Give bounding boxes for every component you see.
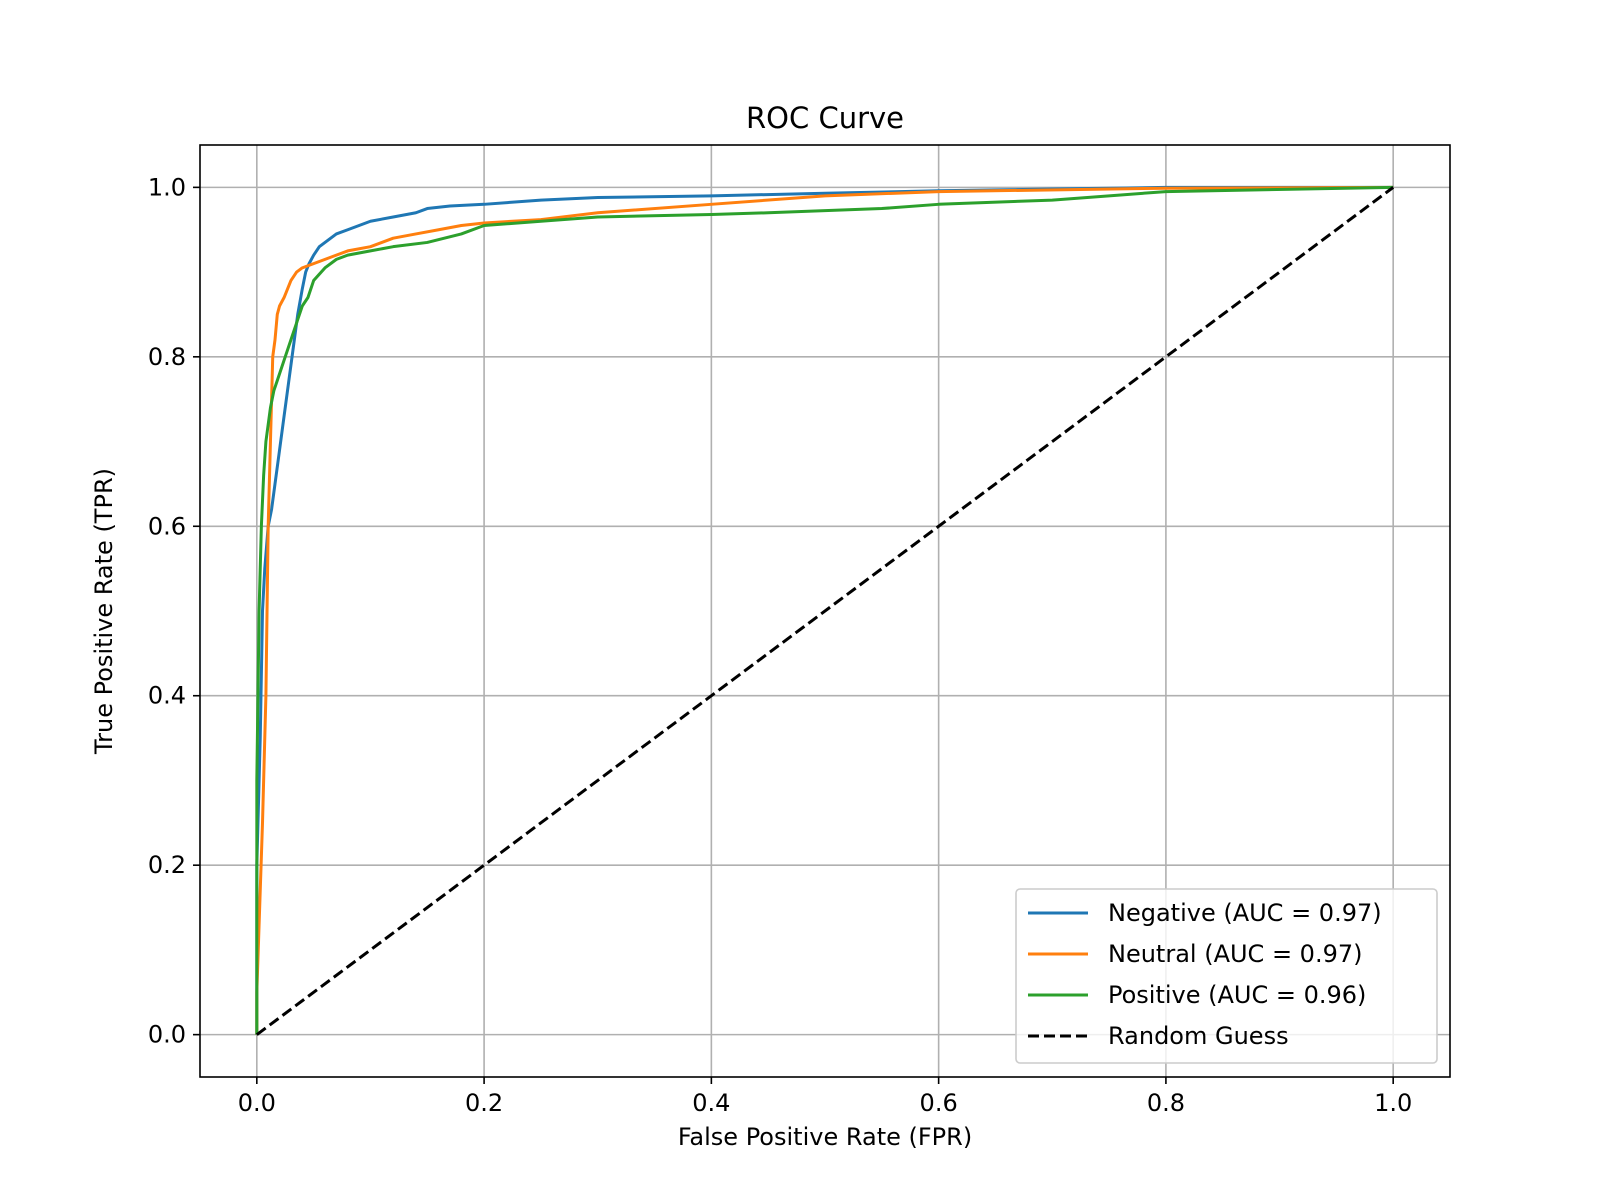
series-group	[255, 185, 1395, 1036]
series-line-neutral	[255, 185, 1394, 1035]
chart-title: ROC Curve	[746, 101, 904, 135]
y-tick-label: 0.0	[148, 1021, 186, 1049]
ticks: 0.0 0.2 0.4 0.6 0.8 1.0 0.0 0.2 0.4 0.6 0.8 1.0	[148, 173, 1412, 1117]
y-tick-label: 1.0	[148, 173, 186, 201]
legend-label: Neutral (AUC = 0.97)	[1108, 940, 1362, 968]
y-tick-label: 0.8	[148, 343, 186, 371]
y-axis-title: True Positive Rate (TPR)	[90, 468, 118, 755]
axes-frame	[199, 144, 1451, 1078]
x-tick-label: 0.6	[920, 1089, 958, 1117]
legend-label: Random Guess	[1108, 1022, 1289, 1050]
legend-label: Positive (AUC = 0.96)	[1108, 981, 1366, 1009]
legend: Negative (AUC = 0.97) Neutral (AUC = 0.97…	[1015, 888, 1438, 1064]
x-axis-title: False Positive Rate (FPR)	[678, 1123, 972, 1151]
y-tick-label: 0.6	[148, 512, 186, 540]
x-tick-label: 0.0	[238, 1089, 276, 1117]
x-tick-label: 0.2	[465, 1089, 503, 1117]
series-line-negative	[255, 185, 1394, 1035]
legend-label: Negative (AUC = 0.97)	[1108, 899, 1382, 927]
x-tick-label: 0.8	[1147, 1089, 1185, 1117]
legend-box	[1015, 888, 1438, 1064]
x-tick-label: 0.4	[692, 1089, 730, 1117]
series-line-positive	[255, 185, 1394, 1035]
y-tick-label: 0.2	[148, 851, 186, 879]
x-tick-label: 1.0	[1374, 1089, 1412, 1117]
y-tick-label: 0.4	[148, 682, 186, 710]
series-line-random	[255, 186, 1395, 1036]
grid	[200, 145, 1450, 1077]
